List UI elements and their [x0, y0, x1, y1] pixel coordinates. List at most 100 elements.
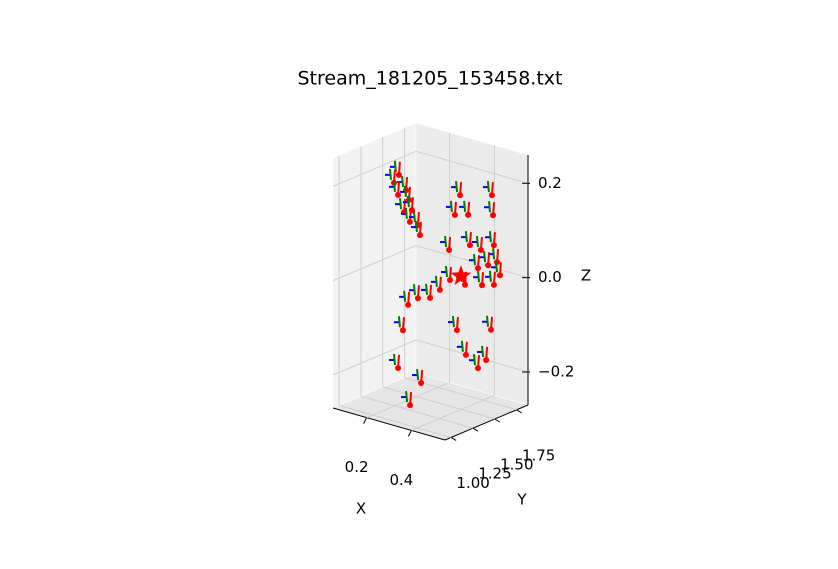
pane-left [332, 122, 417, 409]
pose-axis-green [463, 200, 467, 212]
pose-axis-green [488, 201, 492, 213]
pose-point [446, 247, 453, 254]
pose-marker [447, 315, 460, 334]
pose-marker [456, 340, 469, 358]
x-axis-line [332, 407, 446, 441]
pose-axis-green [464, 231, 468, 243]
pose-point [466, 242, 473, 249]
y-tick [450, 436, 457, 441]
pose-point [395, 191, 402, 198]
grid-line [332, 150, 417, 187]
x-tick [363, 417, 368, 424]
pose-axis-green [403, 290, 407, 302]
pose-axis-green [449, 200, 453, 212]
pose-point [479, 282, 486, 289]
pose-marker [468, 254, 481, 272]
pose-marker [471, 235, 484, 253]
pose-point [427, 294, 434, 301]
pose-axis-green [406, 196, 410, 208]
pose-point [490, 281, 497, 288]
y-tick [472, 427, 479, 432]
pose-marker [460, 231, 473, 249]
z-axis-label: Z [581, 267, 591, 285]
pose-axis-green [494, 261, 498, 273]
pose-marker [477, 345, 490, 363]
pose-point [436, 286, 443, 293]
pose-marker [490, 261, 503, 279]
pose-axis-green [488, 231, 492, 243]
pose-point [405, 301, 412, 308]
pose-axis-green [393, 353, 397, 366]
pose-point [418, 380, 425, 387]
pose-point [446, 276, 453, 283]
pose-axis-green [444, 235, 448, 248]
pose-marker [445, 200, 458, 218]
pose-axis-green [401, 175, 405, 188]
pose-marker [421, 283, 434, 301]
grid-line [415, 245, 529, 279]
pose-point [474, 265, 481, 272]
pose-axis-green [388, 168, 392, 180]
pose-point [395, 364, 402, 371]
pose-point [496, 272, 503, 279]
pose-axis-green [481, 345, 485, 358]
pose-axis-green [451, 315, 455, 328]
pose-point [457, 192, 464, 199]
pose-axis-green [404, 207, 408, 219]
pose-marker [484, 270, 497, 288]
pose-marker [451, 181, 464, 199]
pose-point [453, 327, 460, 334]
pose-axis-green [486, 315, 490, 327]
pose-axis-green [414, 221, 418, 233]
grid-line [382, 386, 495, 420]
pose-axis-green [397, 316, 401, 328]
pose-marker [430, 275, 443, 293]
pose-point [406, 218, 413, 225]
pose-marker [410, 221, 423, 239]
pose-marker [389, 180, 402, 198]
grid-line [411, 394, 495, 431]
pose-point [395, 171, 402, 178]
pose-marker [393, 316, 406, 334]
pose-axis-green [399, 198, 403, 210]
pose-axis-green [425, 283, 429, 295]
x-axis-label: X [356, 500, 366, 518]
pose-axis-green [492, 248, 496, 260]
z-tick-label: 0.2 [538, 174, 562, 192]
pose-point [416, 232, 423, 239]
y-tick-label: 1.50 [500, 456, 533, 474]
pose-point [462, 351, 469, 358]
y-tick-label: 1.00 [456, 474, 489, 492]
pose-axis-green [460, 340, 464, 352]
pose-point [408, 207, 415, 214]
pose-axis-green [477, 271, 481, 283]
pose-marker [408, 284, 421, 302]
pose-marker [412, 368, 425, 387]
y-axis-label: Y [516, 491, 527, 509]
pose-axis-green [412, 284, 416, 296]
pose-point [399, 327, 406, 334]
pose-point [474, 365, 481, 372]
pose-axis-green [434, 275, 438, 287]
chart-title: Stream_181205_153458.txt [298, 68, 563, 90]
x-tick-label: 0.4 [389, 471, 413, 489]
pose-axis-green [393, 180, 397, 192]
grid-line [415, 150, 529, 184]
pose-point [465, 211, 472, 218]
grid-line [338, 404, 452, 438]
z-tick-label: 0.0 [538, 268, 562, 286]
pose-marker [479, 251, 492, 269]
pose-point [485, 262, 492, 269]
pose-axis-green [472, 254, 476, 266]
grid-line [332, 339, 417, 376]
pose-marker [389, 160, 402, 178]
pose-axis-green [486, 181, 490, 193]
grid-line [415, 339, 529, 373]
pose-axis-green [475, 235, 479, 248]
pose-point [477, 246, 484, 253]
y-tick-label: 1.75 [522, 446, 555, 464]
pose-marker [473, 271, 486, 289]
star-marker [450, 265, 472, 285]
